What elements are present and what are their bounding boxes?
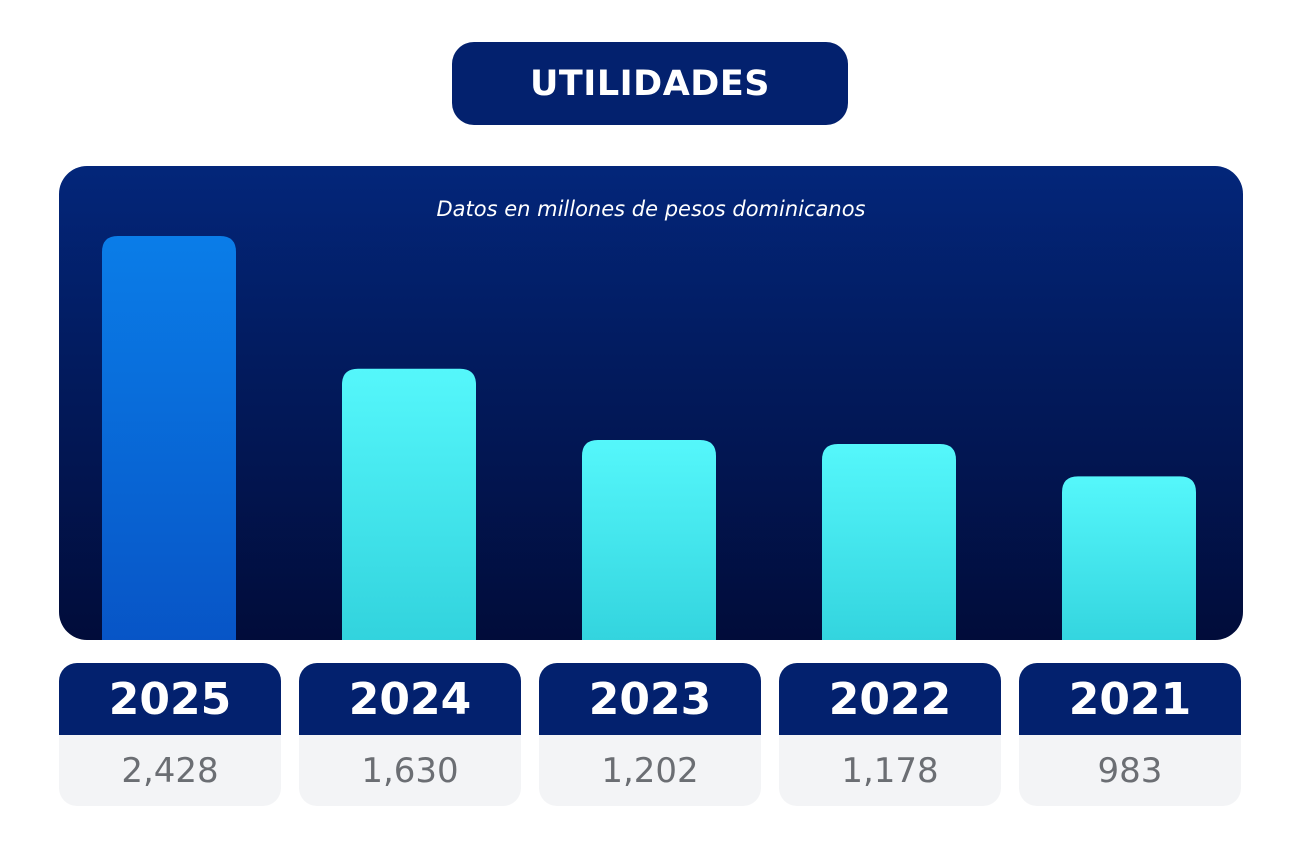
- year-card-2024: 2024 1,630: [299, 663, 521, 806]
- year-card-2025: 2025 2,428: [59, 663, 281, 806]
- year-label-2023: 2023: [539, 663, 761, 735]
- bar-2025: [102, 236, 236, 640]
- bars-group: [102, 236, 1196, 640]
- year-label-2025: 2025: [59, 663, 281, 735]
- chart-title-pill: UTILIDADES: [452, 42, 848, 125]
- bar-2022: [822, 443, 956, 640]
- value-label-2021: 983: [1097, 750, 1163, 791]
- chart-title: UTILIDADES: [530, 63, 770, 104]
- chart-subtitle: Datos en millones de pesos dominicanos: [436, 197, 866, 221]
- year-label-2024: 2024: [299, 663, 521, 735]
- bar-2021: [1062, 476, 1196, 640]
- bar-2024: [342, 368, 476, 640]
- year-label-2021: 2021: [1019, 663, 1241, 735]
- year-label-2022: 2022: [779, 663, 1001, 735]
- value-label-2022: 1,178: [841, 750, 939, 791]
- value-label-2024: 1,630: [361, 750, 459, 791]
- chart-panel: Datos en millones de pesos dominicanos: [59, 166, 1243, 640]
- value-label-2023: 1,202: [601, 750, 699, 791]
- year-card-2023: 2023 1,202: [539, 663, 761, 806]
- year-card-2022: 2022 1,178: [779, 663, 1001, 806]
- bar-chart: [102, 236, 1196, 640]
- year-card-2021: 2021 983: [1019, 663, 1241, 806]
- bar-2023: [582, 439, 716, 640]
- value-label-2025: 2,428: [121, 750, 219, 791]
